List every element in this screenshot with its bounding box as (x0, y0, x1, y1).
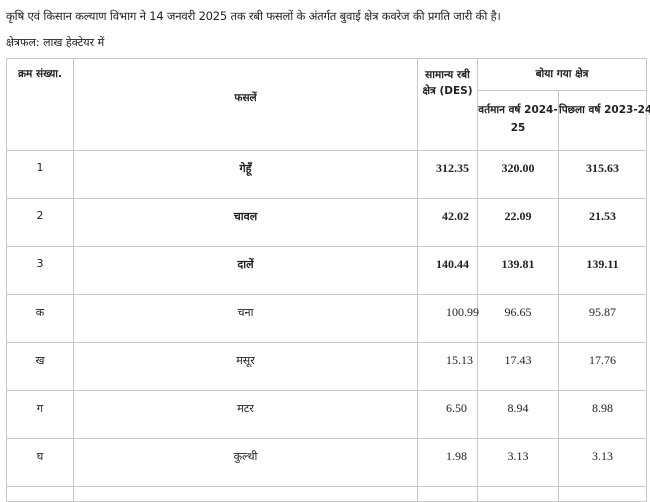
cell-current-year: 22.09 (477, 198, 559, 247)
cell-current-year: 320.00 (477, 150, 559, 199)
cell-previous-year: 21.53 (557, 198, 648, 247)
intro-paragraph: कृषि एवं किसान कल्याण विभाग ने 14 जनवरी … (6, 9, 501, 23)
cell-crop: गेहूँ (73, 150, 418, 199)
cell-crop: दालें (73, 246, 418, 295)
cell-serial: 2 (6, 198, 74, 247)
cell-current-year: 139.81 (477, 246, 559, 295)
table-body: 1 गेहूँ 312.35 320.00 315.63 2 चावल 42.02 22.09 2… (6, 150, 648, 502)
cell-normal-area: 6.50 (417, 390, 478, 439)
cell-crop: चना (73, 294, 418, 343)
cell-previous-year: 17.76 (557, 342, 648, 391)
unit-note: क्षेत्रफल: लाख हेक्टेयर में (6, 36, 105, 49)
table-row: 1 गेहूँ 312.35 320.00 315.63 (6, 150, 648, 199)
cell-serial: 3 (6, 246, 74, 295)
cell-crop: मटर (73, 390, 418, 439)
table-row-partial (6, 486, 648, 502)
header-serial: क्रम संख्या. (6, 58, 74, 151)
cell-normal-area: 312.35 (417, 150, 478, 199)
header-previous-year: पिछला वर्ष 2023-24 (557, 90, 650, 151)
cell-normal-area: 42.02 (417, 198, 478, 247)
header-sown-area: बोया गया क्षेत्र (476, 58, 648, 91)
cell-crop: चावल (73, 198, 418, 247)
cell-crop: कुल्थी (73, 438, 418, 487)
header-current-year: वर्तमान वर्ष 2024-25 (477, 90, 559, 151)
cell-serial: क (6, 294, 74, 343)
cell-previous-year: 315.63 (557, 150, 648, 199)
header-crops: फसलें (73, 58, 418, 151)
crop-area-table: क्रम संख्या. फसलें सामान्य रबी क्षेत्र (… (6, 58, 650, 502)
cell-normal-area: 15.13 (417, 342, 478, 391)
cell-serial: ग (6, 390, 74, 439)
table-row: ग मटर 6.50 8.94 8.98 (6, 390, 648, 439)
cell-previous-year: 8.98 (557, 390, 648, 439)
cell-serial: घ (6, 438, 74, 487)
table-row: 3 दालें 140.44 139.81 139.11 (6, 246, 648, 295)
cell-normal-area: 140.44 (417, 246, 478, 295)
cell-current-year: 3.13 (477, 438, 559, 487)
cell-previous-year: 95.87 (557, 294, 648, 343)
cell-normal-area: 100.99 (417, 294, 479, 343)
cell-crop: मसूर (73, 342, 418, 391)
cell-serial: ख (6, 342, 74, 391)
cell-current-year: 17.43 (477, 342, 559, 391)
cell-current-year: 8.94 (477, 390, 559, 439)
cell-current-year: 96.65 (477, 294, 559, 343)
table-row: क चना 100.99 96.65 95.87 (6, 294, 648, 343)
cell-serial: 1 (6, 150, 74, 199)
cell-normal-area: 1.98 (417, 438, 478, 487)
cell-previous-year: 139.11 (557, 246, 648, 295)
table-row: घ कुल्थी 1.98 3.13 3.13 (6, 438, 648, 487)
cell-previous-year: 3.13 (557, 438, 648, 487)
table-row: ख मसूर 15.13 17.43 17.76 (6, 342, 648, 391)
header-normal-area: सामान्य रबी क्षेत्र (DES) (417, 58, 478, 151)
table-row: 2 चावल 42.02 22.09 21.53 (6, 198, 648, 247)
